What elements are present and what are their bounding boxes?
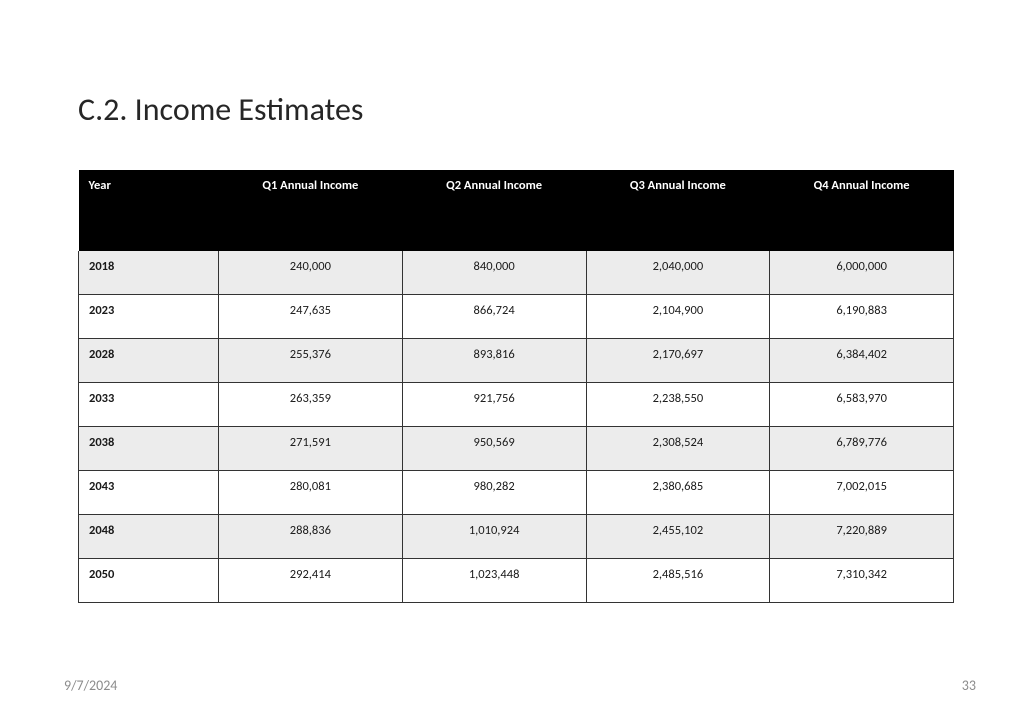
cell-q2: 866,724 [402, 295, 586, 339]
cell-q1: 271,591 [219, 427, 403, 471]
cell-q2: 1,010,924 [402, 515, 586, 559]
cell-q2: 1,023,448 [402, 559, 586, 603]
table-row: 2038271,591950,5692,308,5246,789,776 [79, 427, 954, 471]
footer-date: 9/7/2024 [64, 677, 117, 694]
table-row: 2023247,635866,7242,104,9006,190,883 [79, 295, 954, 339]
table-row: 2043280,081980,2822,380,6857,002,015 [79, 471, 954, 515]
cell-year: 2033 [79, 383, 219, 427]
cell-q3: 2,308,524 [586, 427, 770, 471]
col-header-q2: Q2 Annual Income [402, 170, 586, 251]
income-table-wrap: Year Q1 Annual Income Q2 Annual Income Q… [78, 170, 954, 603]
table-row: 2018240,000840,0002,040,0006,000,000 [79, 251, 954, 295]
cell-q2: 921,756 [402, 383, 586, 427]
table-body: 2018240,000840,0002,040,0006,000,0002023… [79, 251, 954, 603]
cell-year: 2028 [79, 339, 219, 383]
cell-q4: 7,002,015 [770, 471, 954, 515]
income-table: Year Q1 Annual Income Q2 Annual Income Q… [78, 170, 954, 603]
cell-q3: 2,170,697 [586, 339, 770, 383]
cell-q4: 7,310,342 [770, 559, 954, 603]
cell-year: 2018 [79, 251, 219, 295]
col-header-q4: Q4 Annual Income [770, 170, 954, 251]
cell-year: 2043 [79, 471, 219, 515]
cell-q2: 893,816 [402, 339, 586, 383]
col-header-q1: Q1 Annual Income [219, 170, 403, 251]
cell-q3: 2,455,102 [586, 515, 770, 559]
cell-q3: 2,485,516 [586, 559, 770, 603]
cell-q2: 950,569 [402, 427, 586, 471]
cell-q1: 263,359 [219, 383, 403, 427]
cell-q2: 840,000 [402, 251, 586, 295]
cell-q4: 6,190,883 [770, 295, 954, 339]
table-header: Year Q1 Annual Income Q2 Annual Income Q… [79, 170, 954, 251]
cell-year: 2038 [79, 427, 219, 471]
cell-year: 2050 [79, 559, 219, 603]
cell-q4: 6,384,402 [770, 339, 954, 383]
slide: C.2. Income Estimates Year Q1 Annual Inc… [0, 0, 1024, 724]
cell-q1: 280,081 [219, 471, 403, 515]
cell-q4: 7,220,889 [770, 515, 954, 559]
table-row: 2050292,4141,023,4482,485,5167,310,342 [79, 559, 954, 603]
cell-q2: 980,282 [402, 471, 586, 515]
footer-page-number: 33 [962, 677, 976, 694]
cell-q4: 6,000,000 [770, 251, 954, 295]
cell-q1: 255,376 [219, 339, 403, 383]
table-row: 2048288,8361,010,9242,455,1027,220,889 [79, 515, 954, 559]
page-title: C.2. Income Estimates [78, 90, 363, 129]
col-header-q3: Q3 Annual Income [586, 170, 770, 251]
cell-year: 2023 [79, 295, 219, 339]
cell-q4: 6,583,970 [770, 383, 954, 427]
cell-q3: 2,380,685 [586, 471, 770, 515]
cell-q1: 288,836 [219, 515, 403, 559]
cell-q4: 6,789,776 [770, 427, 954, 471]
cell-q1: 247,635 [219, 295, 403, 339]
table-row: 2028255,376893,8162,170,6976,384,402 [79, 339, 954, 383]
cell-q3: 2,104,900 [586, 295, 770, 339]
cell-q1: 240,000 [219, 251, 403, 295]
cell-q3: 2,040,000 [586, 251, 770, 295]
cell-q1: 292,414 [219, 559, 403, 603]
col-header-year: Year [79, 170, 219, 251]
table-row: 2033263,359921,7562,238,5506,583,970 [79, 383, 954, 427]
cell-q3: 2,238,550 [586, 383, 770, 427]
cell-year: 2048 [79, 515, 219, 559]
